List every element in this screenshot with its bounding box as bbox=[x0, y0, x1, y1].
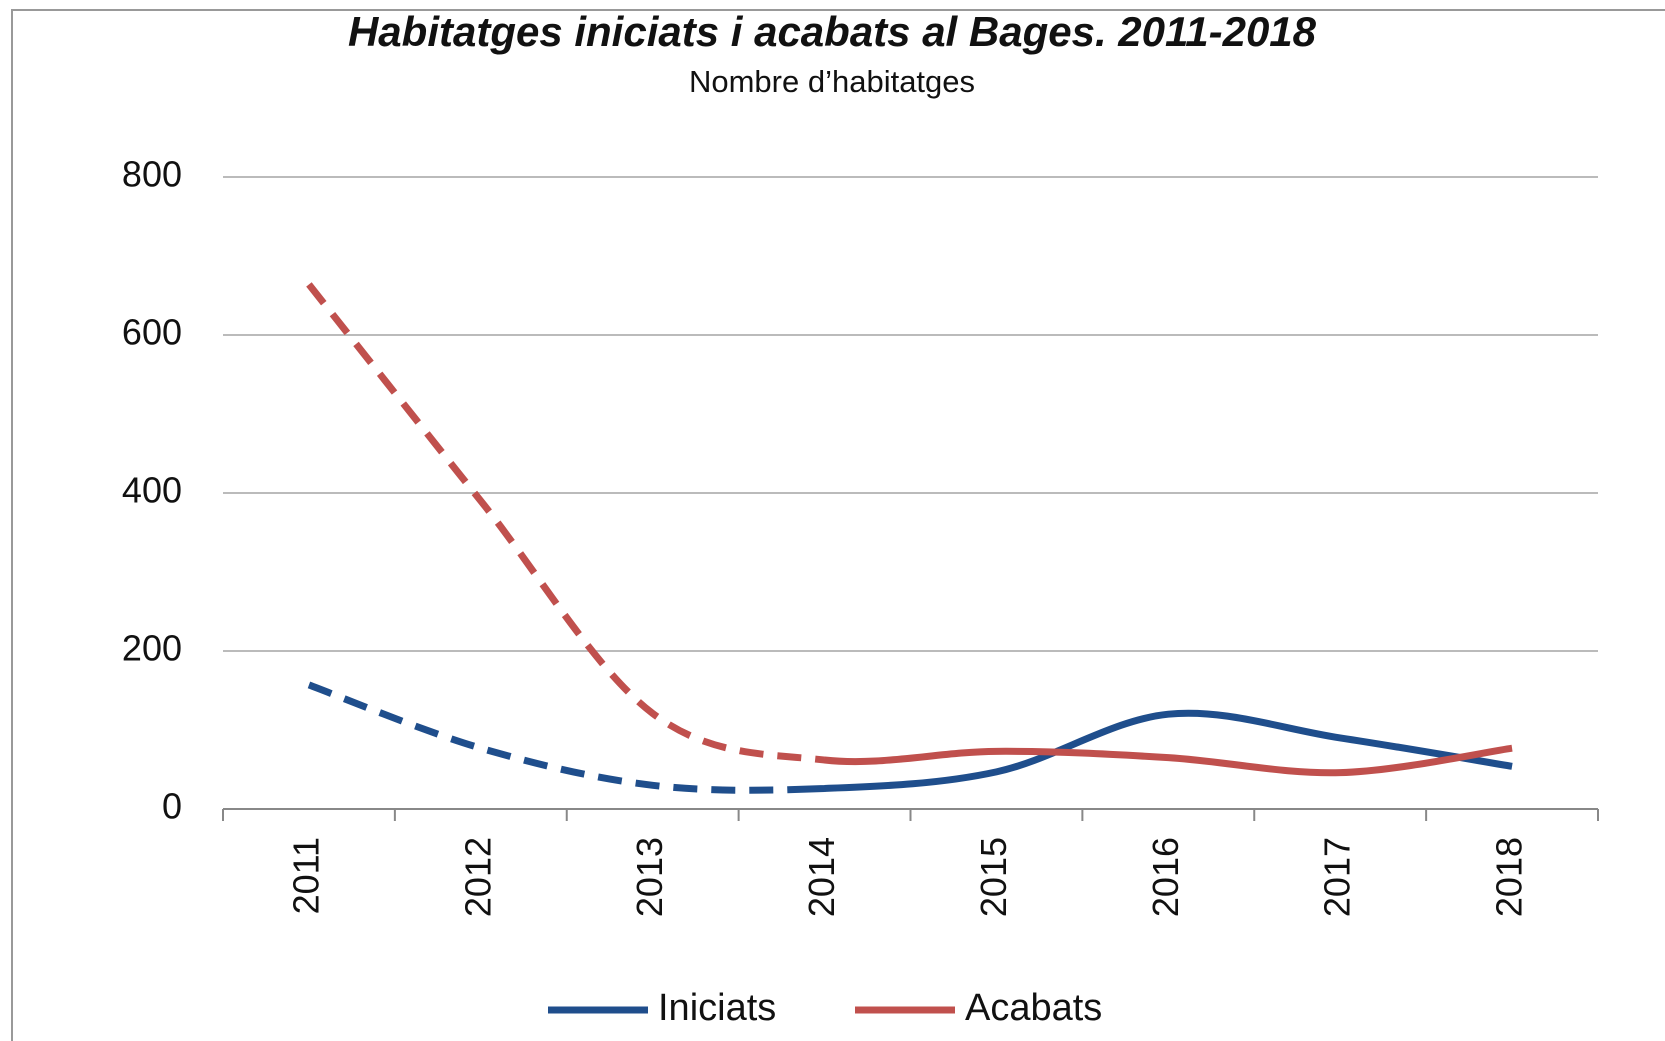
x-tick-label: 2018 bbox=[1489, 837, 1530, 917]
series-line bbox=[307, 681, 1513, 794]
chart-subtitle: Nombre d’habitatges bbox=[689, 64, 975, 99]
x-tick-label: 2016 bbox=[1145, 837, 1186, 917]
legend-label: Acabats bbox=[965, 987, 1102, 1029]
x-tick-label: 2011 bbox=[285, 837, 326, 914]
y-tick-label: 800 bbox=[122, 154, 182, 195]
y-tick-label: 200 bbox=[122, 628, 182, 669]
y-tick-label: 600 bbox=[122, 312, 182, 353]
y-tick-label: 400 bbox=[122, 470, 182, 511]
y-tick-label: 0 bbox=[162, 786, 182, 827]
legend-label: Iniciats bbox=[658, 987, 776, 1029]
x-tick-label: 2013 bbox=[629, 837, 670, 917]
chart-border bbox=[11, 9, 1665, 1041]
chart-title: Habitatges iniciats i acabats al Bages. … bbox=[348, 8, 1317, 55]
x-tick-label: 2015 bbox=[973, 837, 1014, 917]
series-line bbox=[306, 282, 1513, 777]
x-tick-label: 2017 bbox=[1317, 837, 1358, 917]
x-tick-label: 2014 bbox=[801, 837, 842, 917]
x-tick-label: 2012 bbox=[457, 837, 498, 917]
